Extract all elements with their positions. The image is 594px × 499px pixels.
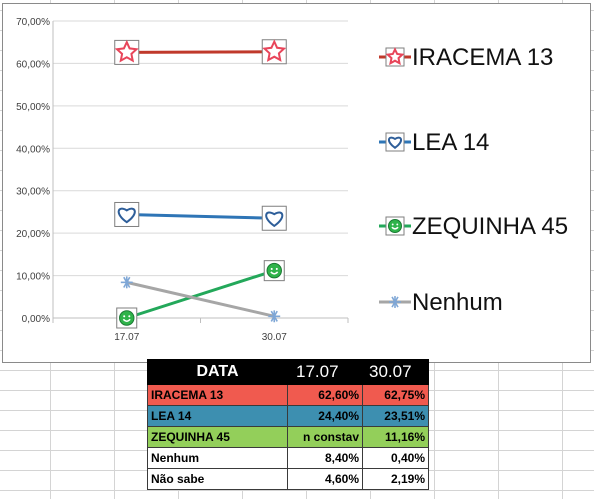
smiley-mouth bbox=[391, 226, 399, 230]
table-row: Nenhum 8,40% 0,40% bbox=[147, 447, 429, 469]
series-line-1 bbox=[126, 212, 275, 220]
series-line-3 bbox=[126, 280, 275, 318]
data-point-3 bbox=[268, 310, 281, 323]
smiley-face bbox=[119, 310, 135, 326]
y-tick-label: 50,00% bbox=[16, 102, 50, 113]
data-point-2 bbox=[263, 260, 285, 282]
y-tick-label: 70,00% bbox=[16, 17, 50, 28]
smiley-eye bbox=[270, 267, 273, 270]
row-value-1[interactable]: 8,40% bbox=[287, 447, 363, 469]
data-point-3 bbox=[120, 276, 133, 289]
y-tick-label: 40,00% bbox=[16, 144, 50, 155]
row-value-1[interactable]: 4,60% bbox=[287, 468, 363, 490]
row-value-1[interactable]: 62,60% bbox=[287, 384, 363, 406]
row-value-2[interactable]: 11,16% bbox=[362, 426, 429, 448]
legend-marker-0 bbox=[385, 47, 405, 67]
row-value-2[interactable]: 23,51% bbox=[362, 405, 429, 427]
x-tick-label: 17.07 bbox=[114, 332, 139, 343]
heart-shape bbox=[387, 136, 403, 149]
y-tick-label: 10,00% bbox=[16, 272, 50, 283]
smiley-eye bbox=[275, 267, 278, 270]
legend-label-1: LEA 14 bbox=[412, 129, 489, 156]
line-chart[interactable]: 0,00% 10,00% 20,00% 30,00% 40,00% 50,00% 60,00… bbox=[2, 3, 591, 363]
legend-marker-1 bbox=[385, 132, 405, 152]
data-table: DATA 17.07 30.07 IRACEMA 13 62,60% 62,75… bbox=[147, 359, 429, 490]
smiley-face bbox=[266, 262, 282, 279]
smiley-eye bbox=[128, 315, 131, 318]
legend-marker-2 bbox=[385, 216, 405, 236]
data-point-1 bbox=[114, 201, 140, 227]
smiley-eye bbox=[123, 315, 126, 318]
table-row: ZEQUINHA 45 n constav 11,16% bbox=[147, 426, 429, 448]
data-point-1 bbox=[261, 205, 287, 231]
data-point-0 bbox=[261, 39, 287, 65]
table-header-row: DATA 17.07 30.07 bbox=[147, 359, 429, 385]
smiley-eye bbox=[391, 223, 394, 226]
legend-label-2: ZEQUINHA 45 bbox=[412, 213, 568, 240]
heart-shape bbox=[117, 207, 136, 224]
row-label[interactable]: IRACEMA 13 bbox=[147, 384, 288, 406]
smiley-mouth bbox=[122, 318, 131, 322]
smiley-face bbox=[387, 218, 403, 234]
chart-canvas: 0,00% 10,00% 20,00% 30,00% 40,00% 50,00% 60,00… bbox=[16, 17, 568, 343]
row-label[interactable]: Nenhum bbox=[147, 447, 288, 469]
heart-shape bbox=[265, 211, 284, 228]
data-point-2 bbox=[116, 307, 138, 329]
row-value-2[interactable]: 2,19% bbox=[362, 468, 429, 490]
x-tick-label: 30.07 bbox=[262, 332, 287, 343]
star-shape bbox=[385, 47, 405, 66]
table-row: LEA 14 24,40% 23,51% bbox=[147, 405, 429, 427]
table-row: Não sabe 4,60% 2,19% bbox=[147, 468, 429, 490]
series-line-0 bbox=[126, 50, 275, 54]
legend-label-3: Nenhum bbox=[412, 289, 503, 316]
star-shape bbox=[114, 39, 139, 63]
row-label[interactable]: Não sabe bbox=[147, 468, 288, 490]
row-value-1[interactable]: 24,40% bbox=[287, 405, 363, 427]
y-tick-label: 20,00% bbox=[16, 229, 50, 240]
table-row: IRACEMA 13 62,60% 62,75% bbox=[147, 384, 429, 406]
legend-marker-3 bbox=[389, 296, 401, 308]
header-cell-date-2[interactable]: 30.07 bbox=[362, 359, 429, 385]
row-label[interactable]: LEA 14 bbox=[147, 405, 288, 427]
row-label[interactable]: ZEQUINHA 45 bbox=[147, 426, 288, 448]
y-tick-label: 30,00% bbox=[16, 187, 50, 198]
legend-label-0: IRACEMA 13 bbox=[412, 44, 553, 71]
series-line-2 bbox=[126, 269, 275, 320]
row-value-2[interactable]: 0,40% bbox=[362, 447, 429, 469]
row-value-1[interactable]: n constav bbox=[287, 426, 363, 448]
row-value-2[interactable]: 62,75% bbox=[362, 384, 429, 406]
y-tick-label: 60,00% bbox=[16, 59, 50, 70]
y-tick-label: 0,00% bbox=[22, 314, 50, 325]
star-shape bbox=[262, 39, 287, 62]
smiley-eye bbox=[396, 223, 399, 226]
header-cell-data[interactable]: DATA bbox=[147, 359, 288, 385]
smiley-mouth bbox=[270, 271, 279, 275]
data-point-0 bbox=[114, 39, 140, 65]
header-cell-date-1[interactable]: 17.07 bbox=[287, 359, 363, 385]
